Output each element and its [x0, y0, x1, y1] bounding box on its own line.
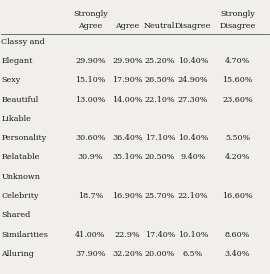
Text: 17.90%: 17.90%	[112, 76, 143, 84]
Text: Disagree: Disagree	[220, 22, 256, 30]
Text: 36.40%: 36.40%	[112, 134, 143, 142]
Text: Likable: Likable	[1, 115, 31, 123]
Text: Similarities: Similarities	[1, 230, 48, 239]
Text: 20.00%: 20.00%	[145, 250, 175, 258]
Text: 22.9%: 22.9%	[115, 230, 140, 239]
Text: 14.00%: 14.00%	[112, 96, 143, 104]
Text: 37.90%: 37.90%	[75, 250, 106, 258]
Text: 22.10%: 22.10%	[178, 192, 208, 200]
Text: 20.50%: 20.50%	[145, 153, 175, 161]
Text: 29.90%: 29.90%	[112, 57, 143, 65]
Text: 25.20%: 25.20%	[145, 57, 175, 65]
Text: 17.10%: 17.10%	[145, 134, 175, 142]
Text: 22.10%: 22.10%	[144, 96, 175, 104]
Text: 8.60%: 8.60%	[225, 230, 250, 239]
Text: 17.40%: 17.40%	[145, 230, 175, 239]
Text: 3.40%: 3.40%	[225, 250, 250, 258]
Text: 16.60%: 16.60%	[222, 192, 253, 200]
Text: 29.90%: 29.90%	[75, 57, 106, 65]
Text: Strongly: Strongly	[73, 10, 108, 18]
Text: 23.60%: 23.60%	[222, 96, 253, 104]
Text: 4.70%: 4.70%	[225, 57, 250, 65]
Text: Shared: Shared	[1, 211, 31, 219]
Text: 27.30%: 27.30%	[178, 96, 208, 104]
Text: 41.00%: 41.00%	[75, 230, 106, 239]
Text: 6.5%: 6.5%	[183, 250, 203, 258]
Text: 10.40%: 10.40%	[178, 57, 208, 65]
Text: Unknown: Unknown	[1, 173, 40, 181]
Text: 10.10%: 10.10%	[178, 230, 208, 239]
Text: 18.7%: 18.7%	[78, 192, 103, 200]
Text: 9.40%: 9.40%	[180, 153, 206, 161]
Text: 25.70%: 25.70%	[145, 192, 175, 200]
Text: 24.90%: 24.90%	[178, 76, 208, 84]
Text: 4.20%: 4.20%	[225, 153, 250, 161]
Text: 15.60%: 15.60%	[222, 76, 253, 84]
Text: 16.90%: 16.90%	[112, 192, 143, 200]
Text: Agree: Agree	[78, 22, 103, 30]
Text: 30.9%: 30.9%	[78, 153, 103, 161]
Text: 5.50%: 5.50%	[225, 134, 250, 142]
Text: 35.10%: 35.10%	[112, 153, 143, 161]
Text: Disagree: Disagree	[175, 22, 211, 30]
Text: Sexy: Sexy	[1, 76, 21, 84]
Text: Beautiful: Beautiful	[1, 96, 39, 104]
Text: 13.00%: 13.00%	[75, 96, 106, 104]
Text: 15.10%: 15.10%	[75, 76, 106, 84]
Text: Alluring: Alluring	[1, 250, 34, 258]
Text: Classy and: Classy and	[1, 38, 45, 46]
Text: 32.20%: 32.20%	[112, 250, 143, 258]
Text: Celebrity: Celebrity	[1, 192, 39, 200]
Text: 10.40%: 10.40%	[178, 134, 208, 142]
Text: Neutral: Neutral	[144, 22, 176, 30]
Text: Strongly: Strongly	[220, 10, 255, 18]
Text: Agree: Agree	[115, 22, 140, 30]
Text: Elegant: Elegant	[1, 57, 33, 65]
Text: 26.50%: 26.50%	[145, 76, 175, 84]
Text: Personality: Personality	[1, 134, 47, 142]
Text: 30.60%: 30.60%	[75, 134, 106, 142]
Text: Relatable: Relatable	[1, 153, 40, 161]
